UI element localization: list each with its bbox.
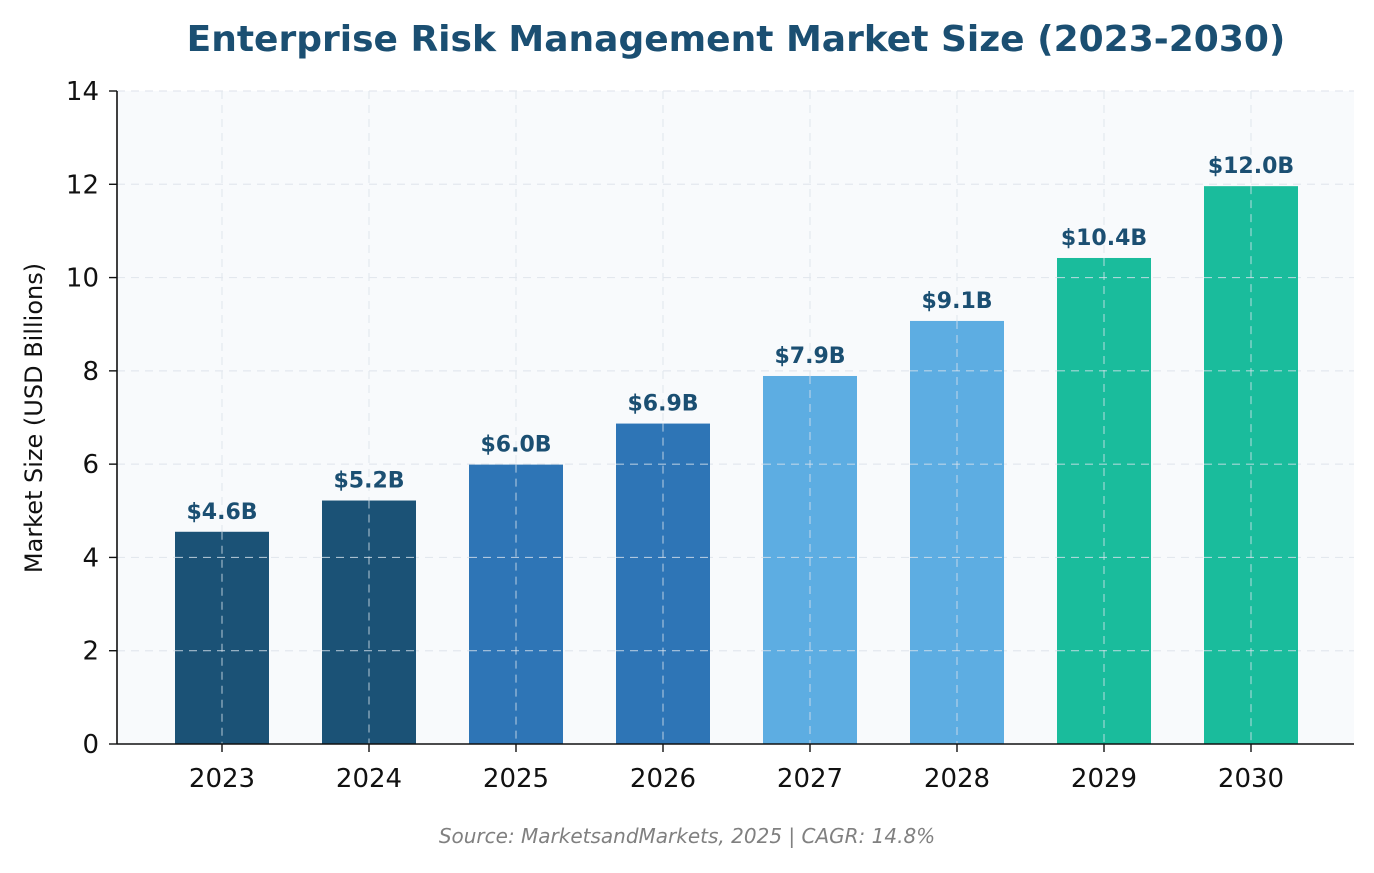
y-axis-label: Market Size (USD Billions) [20,263,48,573]
bar-value-label-2025: $6.0B [480,433,551,458]
source-footnote: Source: MarketsandMarkets, 2025 | CAGR: … [439,824,935,848]
horizontal-gridlines [117,90,1354,652]
y-tick-label: 4 [82,543,99,573]
x-tick-label-2028: 2028 [924,764,990,794]
bar-2025 [469,464,563,744]
x-tick-label-2023: 2023 [189,764,255,794]
y-tick-label: 0 [82,730,99,760]
bar-value-label-2029: $10.4B [1061,226,1147,251]
bar-2024 [322,500,416,744]
bar-value-label-2028: $9.1B [921,289,992,314]
bar-value-label-2030: $12.0B [1208,154,1294,179]
bar-value-label-2023: $4.6B [186,500,257,525]
bar-value-label-2026: $6.9B [627,392,698,417]
x-tick-label-2027: 2027 [777,764,843,794]
y-axis-ticks: 0 2 4 6 8 10 12 14 [66,77,117,760]
y-tick-label: 10 [66,264,99,294]
x-tick-label-2030: 2030 [1218,764,1284,794]
bar-2030 [1204,186,1298,744]
y-tick-label: 12 [66,170,99,200]
plot-area [117,91,1354,744]
y-tick-label: 2 [82,637,99,667]
x-tick-label-2025: 2025 [483,764,549,794]
y-tick-label: 8 [82,357,99,387]
bar-value-labels: $4.6B $5.2B $6.0B $6.9B $7.9B $9.1B $10.4B $12.… [186,154,1294,525]
bar-value-label-2027: $7.9B [774,344,845,369]
x-tick-label-2026: 2026 [630,764,696,794]
bar-overlay-gridlines [175,186,1298,744]
chart-title: Enterprise Risk Management Market Size (… [187,19,1286,60]
x-tick-label-2029: 2029 [1071,764,1137,794]
y-tick-label: 14 [66,77,99,107]
x-tick-label-2024: 2024 [336,764,402,794]
x-axis-ticks: 2023 2024 2025 2026 2027 2028 2029 2030 [189,744,1284,794]
y-tick-label: 6 [82,450,99,480]
bar-value-label-2024: $5.2B [333,469,404,494]
